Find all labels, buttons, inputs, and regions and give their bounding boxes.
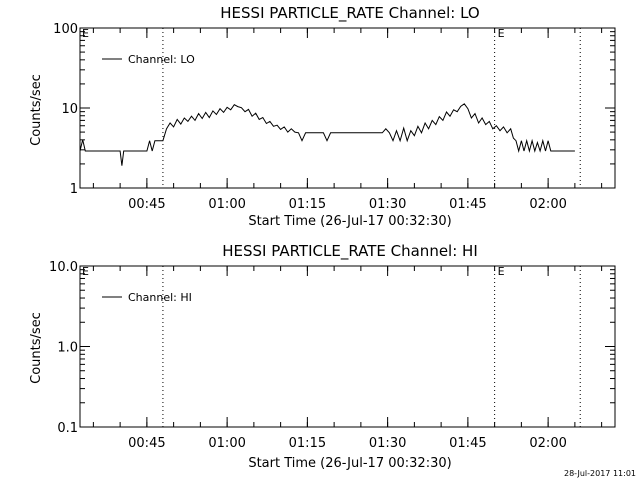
y-tick-label: 1.0 xyxy=(57,341,78,356)
panel-lo: HESSI PARTICLE_RATE Channel: LO Start Ti… xyxy=(29,4,616,229)
x-tick-label: 01:30 xyxy=(369,436,406,451)
x-tick-label: 01:15 xyxy=(289,436,326,451)
y-axis-label: Counts/sec xyxy=(29,312,44,384)
x-tick-label: 01:45 xyxy=(449,436,486,451)
series-line xyxy=(79,103,575,166)
x-tick-label: 02:00 xyxy=(529,197,566,212)
event-marker-label: E xyxy=(498,27,505,40)
axes: 0.1 1.0 10.0 00:45 01:00 01:15 01:30 01:45 02:00 xyxy=(49,260,616,451)
y-tick-label: 100 xyxy=(53,22,78,37)
corner-label: E xyxy=(82,27,89,40)
x-tick-label: 01:30 xyxy=(369,197,406,212)
y-tick-label: 10 xyxy=(61,102,78,117)
x-axis-label: Start Time (26-Jul-17 00:32:30) xyxy=(248,214,451,229)
legend-entry: Channel: HI xyxy=(128,291,192,304)
y-axis-label: Counts/sec xyxy=(29,74,44,146)
series xyxy=(79,103,575,166)
plot-frame xyxy=(79,27,616,189)
y-tick-label: 1 xyxy=(70,182,78,197)
x-tick-label: 01:15 xyxy=(289,197,326,212)
chart-title: HESSI PARTICLE_RATE Channel: LO xyxy=(220,4,479,23)
x-tick-label: 00:45 xyxy=(128,197,165,212)
event-markers: E xyxy=(162,27,581,188)
axes: 1 10 100 00:45 01:00 01:15 01:30 01:45 02:00 xyxy=(53,22,616,212)
legend-entry: Channel: LO xyxy=(128,53,195,66)
y-tick-label: 0.1 xyxy=(57,421,78,436)
x-tick-label: 00:45 xyxy=(128,436,165,451)
x-tick-label: 02:00 xyxy=(529,436,566,451)
event-marker-label: E xyxy=(498,265,505,278)
chart-title: HESSI PARTICLE_RATE Channel: HI xyxy=(222,242,478,261)
footer-timestamp: 28-Jul-2017 11:01 xyxy=(564,469,636,478)
panel-hi: HESSI PARTICLE_RATE Channel: HI Start Ti… xyxy=(29,242,616,471)
y-tick-label: 10.0 xyxy=(49,260,78,275)
x-tick-label: 01:00 xyxy=(208,197,245,212)
x-tick-label: 01:00 xyxy=(208,436,245,451)
corner-label: E xyxy=(82,265,89,278)
x-axis-label: Start Time (26-Jul-17 00:32:30) xyxy=(248,456,451,471)
x-tick-label: 01:45 xyxy=(449,197,486,212)
event-markers: E xyxy=(162,265,581,427)
